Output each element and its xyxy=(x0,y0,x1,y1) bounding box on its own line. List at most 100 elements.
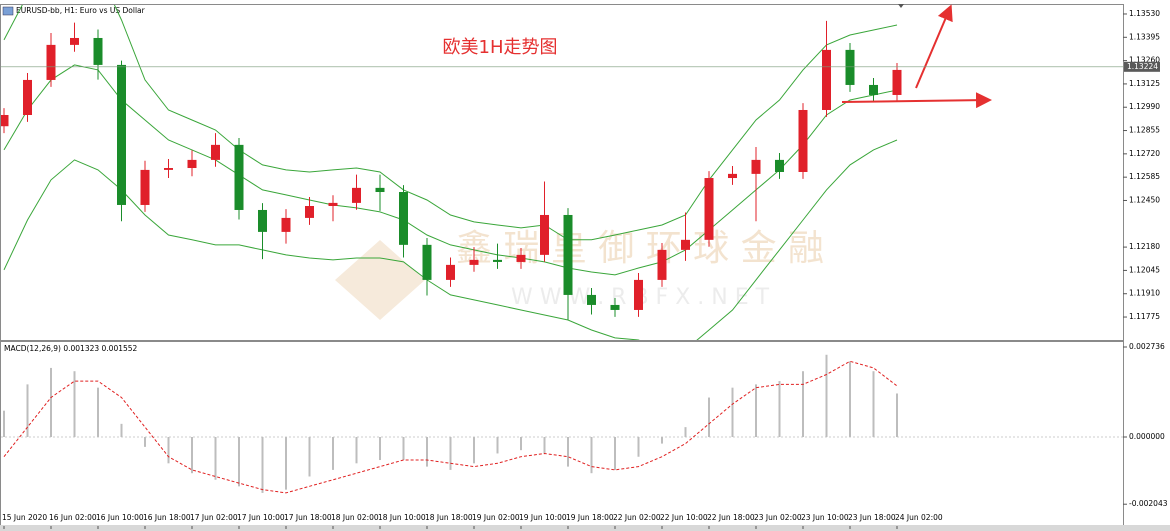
status-bar xyxy=(0,525,1170,531)
y-tick-label: 1.12450 xyxy=(1129,195,1160,204)
candle-body xyxy=(352,187,361,203)
x-tick-label: 22 Jun 02:00 xyxy=(613,513,661,522)
candle-body xyxy=(869,84,878,95)
macd-bar xyxy=(238,437,240,487)
candle-body xyxy=(822,49,831,110)
y-tick-label: 0.002736 xyxy=(1129,342,1165,351)
x-tick-label: 22 Jun 18:00 xyxy=(707,513,755,522)
x-tick-label: 19 Jun 18:00 xyxy=(566,513,614,522)
candle-body xyxy=(798,109,808,172)
candle-body xyxy=(728,173,737,179)
candle-body xyxy=(258,209,267,232)
current-price-label: 1.13224 xyxy=(1127,62,1158,71)
x-tick-label: 18 Jun 02:00 xyxy=(331,513,379,522)
candle-body xyxy=(23,79,32,115)
y-tick-label: 1.12180 xyxy=(1129,242,1160,251)
candle-body xyxy=(493,259,502,262)
y-tick-label: 1.12720 xyxy=(1129,149,1160,158)
candle-body xyxy=(540,214,549,255)
candle-body xyxy=(140,169,150,205)
macd-bar xyxy=(802,371,804,438)
candle-body xyxy=(563,214,573,295)
macd-bar xyxy=(191,437,193,474)
candle-body xyxy=(845,49,855,85)
candle-body xyxy=(93,37,103,65)
candle-body xyxy=(375,187,385,193)
candle-body xyxy=(70,37,79,45)
band-upper xyxy=(3,5,898,241)
candle-body xyxy=(446,264,455,280)
x-tick-label: 19 Jun 02:00 xyxy=(472,513,520,522)
macd-bar xyxy=(214,437,217,480)
x-tick-label: 22 Jun 10:00 xyxy=(660,513,708,522)
macd-bar xyxy=(355,437,358,464)
candle-body xyxy=(117,64,126,205)
candle-body xyxy=(516,254,526,262)
y-tick-label: 1.13530 xyxy=(1129,9,1160,18)
candle-body xyxy=(587,294,596,305)
candle-body xyxy=(234,144,244,210)
candle-body xyxy=(305,206,314,218)
macd-bar xyxy=(661,437,663,444)
macd-bar xyxy=(167,437,170,464)
macd-bar xyxy=(97,387,99,438)
macd-bar xyxy=(26,384,29,438)
watermark: 鑫 瑞 皇 御 环 球 金 融 xyxy=(456,228,824,269)
macd-bar xyxy=(473,437,475,464)
macd-title: MACD(12,26,9) 0.001323 0.001552 xyxy=(4,344,138,353)
macd-signal xyxy=(3,360,898,494)
macd-bar xyxy=(379,437,381,461)
macd-bar xyxy=(50,367,52,438)
macd-bar xyxy=(543,437,546,454)
shift-marker xyxy=(898,4,904,8)
candle-body xyxy=(422,244,432,280)
macd-bar xyxy=(708,397,710,438)
current-price-box xyxy=(1124,61,1160,72)
candle-body xyxy=(187,159,197,169)
macd-bar xyxy=(778,381,781,438)
macd-bar xyxy=(896,393,898,438)
x-tick-label: 17 Jun 10:00 xyxy=(237,513,285,522)
candle-body xyxy=(751,159,761,174)
candle-body xyxy=(610,304,620,310)
y-tick-label: -0.002043 xyxy=(1129,499,1168,508)
band-lower xyxy=(3,139,898,340)
y-tick-label: 0.000000 xyxy=(1129,432,1165,441)
macd-bar xyxy=(426,437,428,467)
macd-bar xyxy=(590,437,593,474)
macd-bar xyxy=(332,437,334,470)
candle-body xyxy=(328,202,338,206)
macd-bar xyxy=(120,423,123,438)
candle-body xyxy=(704,178,714,240)
x-tick-label: 16 Jun 02:00 xyxy=(49,513,97,522)
y-tick-label: 1.13125 xyxy=(1129,79,1160,88)
annotation: 欧美1H走势图 xyxy=(443,37,558,58)
x-tick-label: 17 Jun 18:00 xyxy=(284,513,332,522)
macd-bar xyxy=(825,354,828,438)
candle-body xyxy=(681,239,690,250)
x-tick-label: 24 Jun 02:00 xyxy=(895,513,943,522)
macd-plot xyxy=(1,354,1123,494)
macd-bar xyxy=(872,371,875,438)
x-tick-label: 23 Jun 18:00 xyxy=(848,513,896,522)
macd-bar xyxy=(449,437,452,470)
x-tick-label: 17 Jun 02:00 xyxy=(190,513,238,522)
macd-bar xyxy=(614,437,616,470)
macd-bar xyxy=(567,437,569,467)
price-plot xyxy=(1,5,902,340)
watermark-logo xyxy=(335,240,425,320)
x-tick-label: 16 Jun 18:00 xyxy=(143,513,191,522)
x-tick-label: 23 Jun 02:00 xyxy=(754,513,802,522)
x-tick-label: 19 Jun 10:00 xyxy=(519,513,567,522)
macd-bar xyxy=(73,371,76,438)
band-middle xyxy=(3,64,898,276)
x-tick-label: 18 Jun 10:00 xyxy=(378,513,426,522)
chart-title: EURUSD-bb, H1: Euro vs US Dollar xyxy=(16,6,146,15)
macd-bar xyxy=(285,437,287,490)
macd-bar xyxy=(261,437,264,493)
y-tick-label: 1.13395 xyxy=(1129,32,1160,41)
x-tick-label: 16 Jun 10:00 xyxy=(96,513,144,522)
candle-body xyxy=(46,44,56,80)
